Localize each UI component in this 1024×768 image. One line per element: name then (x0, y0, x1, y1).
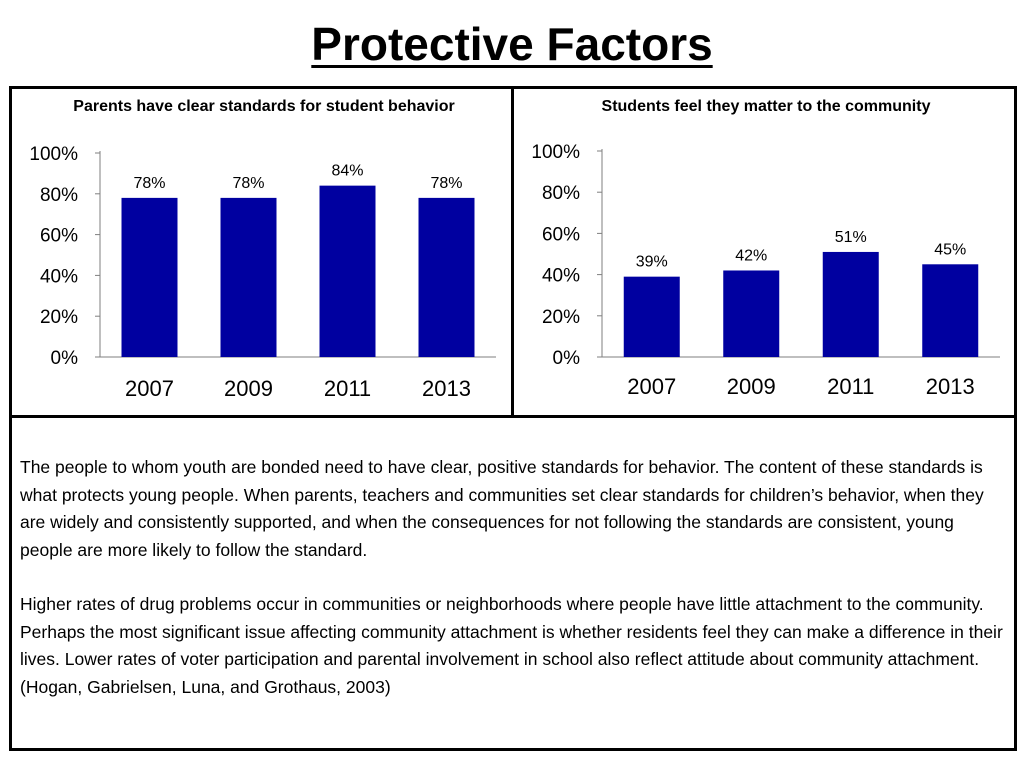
description-panel: The people to whom youth are bonded need… (9, 415, 1017, 751)
y-tick-label: 0% (553, 348, 581, 369)
chart-panel-parents-standards: Parents have clear standards for student… (9, 86, 515, 418)
x-tick-label: 2007 (627, 374, 676, 399)
description-paragraph-1: The people to whom youth are bonded need… (20, 457, 984, 560)
y-tick-label: 60% (40, 226, 78, 247)
x-tick-label: 2009 (727, 374, 776, 399)
page-title-text: Protective Factors (311, 18, 713, 70)
description-paragraph-2: Higher rates of drug problems occur in c… (20, 594, 1003, 697)
data-label: 78% (430, 175, 462, 192)
data-label: 78% (133, 175, 165, 192)
y-tick-label: 100% (531, 142, 580, 163)
y-tick-label: 60% (542, 224, 580, 245)
page-title: Protective Factors (0, 12, 1024, 76)
x-tick-label: 2013 (422, 376, 471, 401)
chart-title: Parents have clear standards for student… (73, 98, 454, 115)
data-label: 42% (735, 247, 767, 264)
y-tick-label: 80% (542, 183, 580, 204)
x-tick-label: 2013 (926, 374, 975, 399)
x-tick-label: 2011 (324, 376, 371, 401)
bar-2011 (822, 251, 879, 357)
x-tick-label: 2011 (827, 374, 874, 399)
data-label: 51% (835, 229, 867, 246)
x-tick-label: 2007 (125, 376, 174, 401)
chart-students-matter: Students feel they matter to the communi… (531, 98, 1000, 399)
y-tick-label: 40% (40, 266, 78, 287)
y-tick-label: 20% (542, 307, 580, 328)
chart-title: Students feel they matter to the communi… (602, 98, 931, 115)
y-tick-label: 100% (29, 144, 78, 165)
bar-2013 (418, 197, 475, 357)
data-label: 84% (331, 163, 363, 180)
chart-panel-students-matter: Students feel they matter to the communi… (511, 86, 1017, 418)
y-tick-label: 20% (40, 307, 78, 328)
x-tick-label: 2009 (224, 376, 273, 401)
bar-2009 (723, 270, 780, 357)
y-tick-label: 80% (40, 185, 78, 206)
y-tick-label: 40% (542, 266, 580, 287)
data-label: 45% (934, 241, 966, 258)
bar-2011 (319, 185, 376, 357)
data-label: 39% (636, 254, 668, 271)
bar-2007 (121, 197, 178, 357)
bar-2013 (922, 264, 979, 357)
bar-2009 (220, 197, 277, 357)
bar-2007 (623, 276, 680, 357)
chart-parents-standards: Parents have clear standards for student… (29, 98, 496, 401)
data-label: 78% (232, 175, 264, 192)
y-tick-label: 0% (51, 348, 79, 369)
